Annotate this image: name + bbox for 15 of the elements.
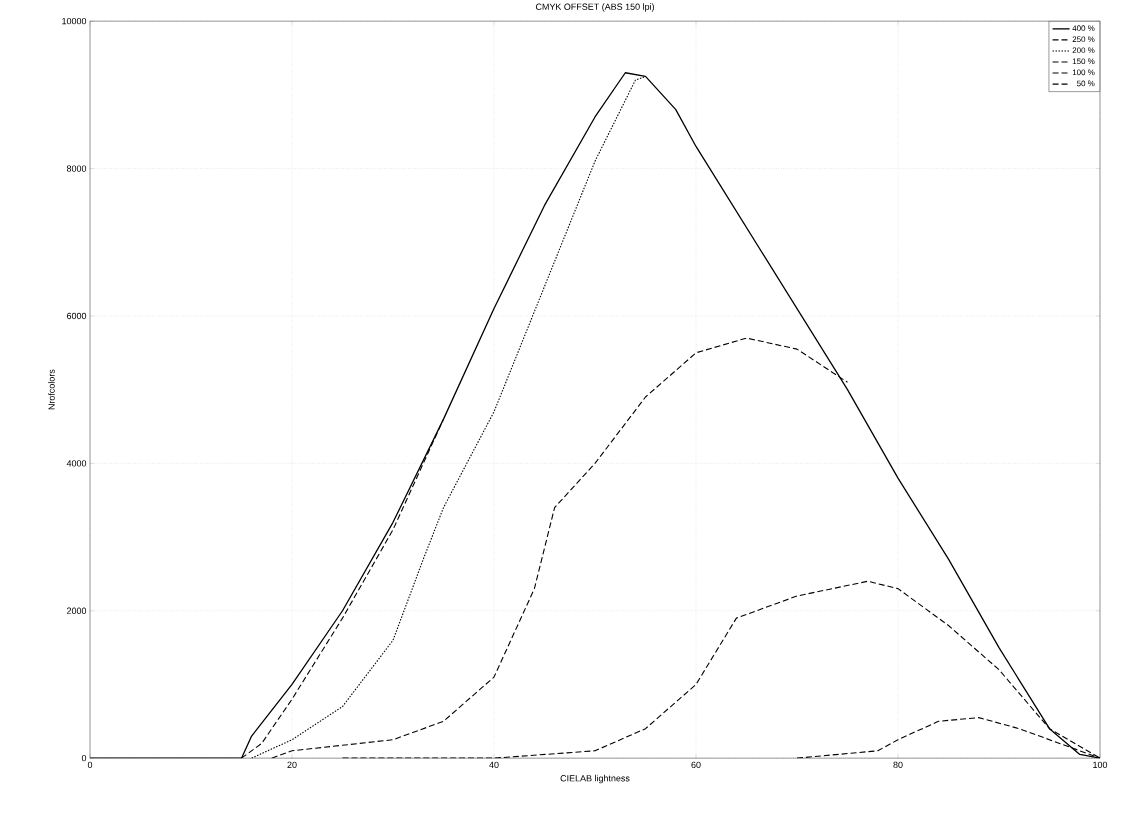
x-tick-label: 40 — [489, 761, 499, 768]
x-axis-title: CIELAB lightness — [560, 774, 630, 784]
y-tick-label: 8000 — [66, 165, 87, 172]
chart-title: CMYK OFFSET (ABS 150 lpi) — [535, 3, 654, 12]
y-tick-label: 10000 — [62, 17, 87, 25]
y-axis-title: Nrofcolors — [48, 369, 55, 410]
y-tick-label: 4000 — [66, 460, 87, 467]
x-tick-label: 60 — [691, 761, 701, 768]
x-tick-label: 20 — [287, 761, 297, 768]
y-tick-label: 2000 — [67, 607, 87, 614]
y-tick-label: 6000 — [67, 312, 87, 320]
x-tick-label: 100 — [1093, 761, 1108, 768]
x-tick-label: 80 — [893, 761, 903, 768]
x-tick-label: 0 — [87, 761, 93, 768]
y-tick-label: 0 — [81, 754, 87, 762]
